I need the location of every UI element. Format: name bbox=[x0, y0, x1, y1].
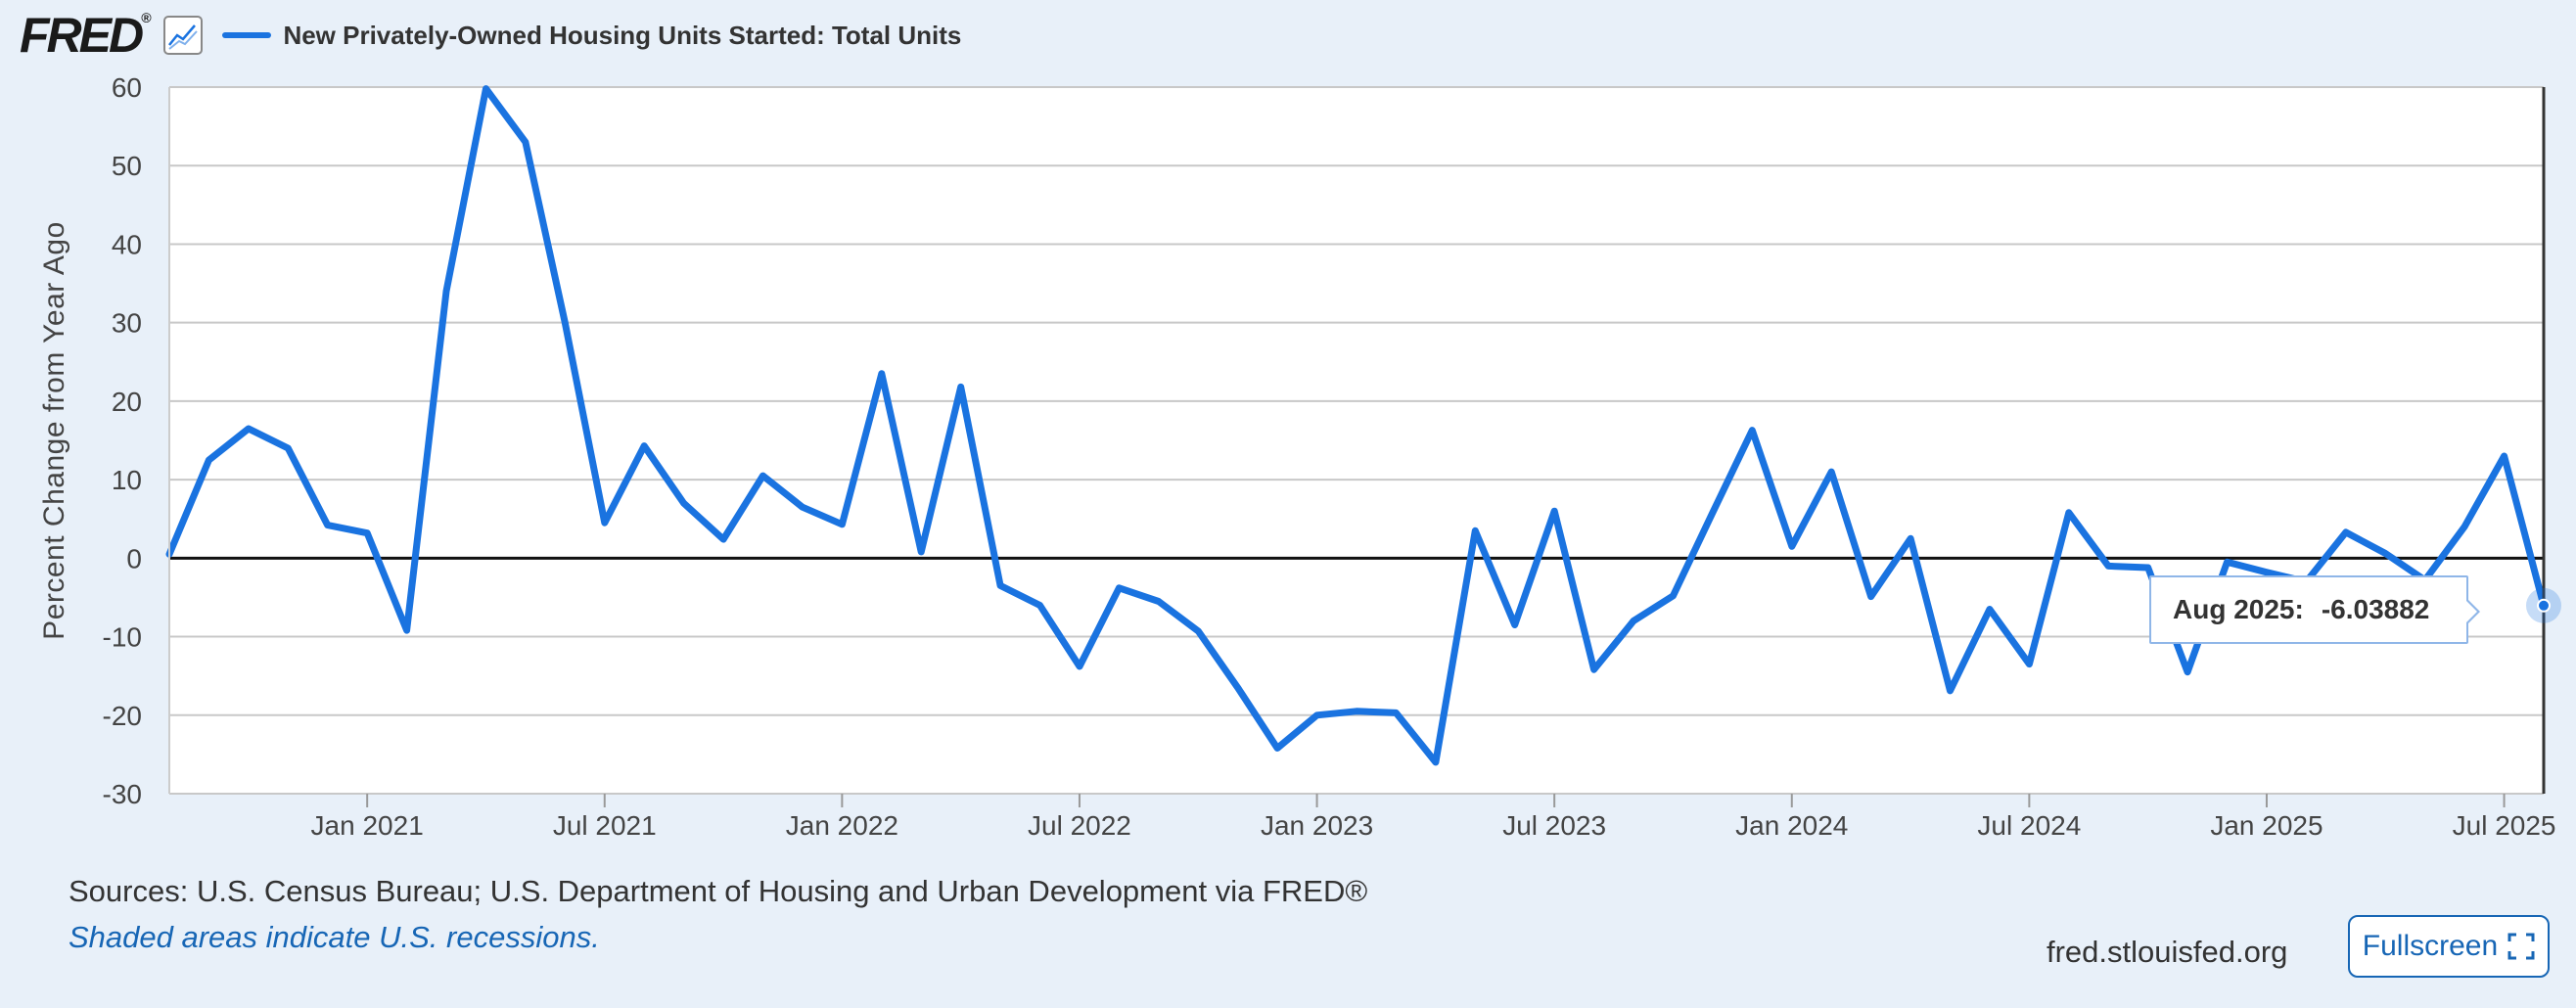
recession-note[interactable]: Shaded areas indicate U.S. recessions. bbox=[69, 920, 600, 954]
x-axis: Jan 2021 Jul 2021 Jan 2022 Jul 2022 Jan 2023… bbox=[311, 794, 2556, 841]
fullscreen-label: Fullscreen bbox=[2362, 930, 2499, 962]
y-tick-label: 10 bbox=[112, 465, 142, 495]
x-tick-label: Jul 2024 bbox=[1977, 810, 2081, 841]
fullscreen-icon bbox=[2507, 933, 2535, 960]
line-chart-icon-glyph bbox=[168, 24, 199, 50]
legend-label[interactable]: New Privately-Owned Housing Units Starte… bbox=[283, 20, 962, 50]
data-tooltip: Aug 2025: -6.03882 bbox=[2149, 575, 2480, 644]
site-url[interactable]: fred.stlouisfed.org bbox=[2047, 935, 2288, 969]
x-tick-label: Jan 2025 bbox=[2210, 810, 2323, 841]
x-tick-label: Jul 2025 bbox=[2453, 810, 2556, 841]
y-tick-label: -10 bbox=[103, 622, 142, 653]
x-tick-label: Jan 2024 bbox=[1735, 810, 1848, 841]
y-tick-label: 20 bbox=[112, 387, 142, 417]
tooltip-value: -6.03882 bbox=[2321, 594, 2430, 624]
sources-note: Sources: U.S. Census Bureau; U.S. Depart… bbox=[69, 874, 1368, 908]
y-axis: 60 50 40 30 20 10 0 -10 -20 -30 bbox=[103, 72, 142, 809]
x-tick-label: Jul 2022 bbox=[1028, 810, 1131, 841]
x-tick-label: Jan 2022 bbox=[786, 810, 898, 841]
y-tick-label: 40 bbox=[112, 229, 142, 259]
series-group bbox=[165, 85, 2548, 766]
grid-lines bbox=[169, 86, 2544, 795]
fred-logo-text: FRED bbox=[20, 8, 144, 63]
fred-logo[interactable]: FRED® bbox=[20, 8, 152, 63]
chart-header: FRED® New Privately-Owned Housing Units … bbox=[20, 8, 961, 63]
y-tick-label: -20 bbox=[103, 701, 142, 731]
y-tick-label: 30 bbox=[112, 308, 142, 339]
y-tick-label: 50 bbox=[112, 151, 142, 181]
plot-background bbox=[169, 87, 2544, 794]
legend-swatch bbox=[222, 32, 272, 38]
hover-marker[interactable] bbox=[2537, 598, 2551, 613]
x-tick-label: Jul 2023 bbox=[1502, 810, 1606, 841]
x-tick-label: Jul 2021 bbox=[553, 810, 657, 841]
fred-logo-mark: ® bbox=[141, 10, 151, 25]
y-axis-title: Percent Change from Year Ago bbox=[38, 221, 70, 640]
x-tick-label: Jan 2021 bbox=[311, 810, 424, 841]
line-chart-icon[interactable] bbox=[163, 16, 204, 55]
y-tick-label: -30 bbox=[103, 779, 142, 809]
fullscreen-button[interactable]: Fullscreen bbox=[2348, 915, 2550, 978]
y-tick-label: 0 bbox=[126, 543, 142, 573]
tooltip-date: Aug 2025: bbox=[2173, 594, 2304, 624]
y-tick-label: 60 bbox=[112, 72, 142, 103]
x-tick-label: Jan 2023 bbox=[1261, 810, 1373, 841]
series-line[interactable] bbox=[165, 85, 2548, 766]
